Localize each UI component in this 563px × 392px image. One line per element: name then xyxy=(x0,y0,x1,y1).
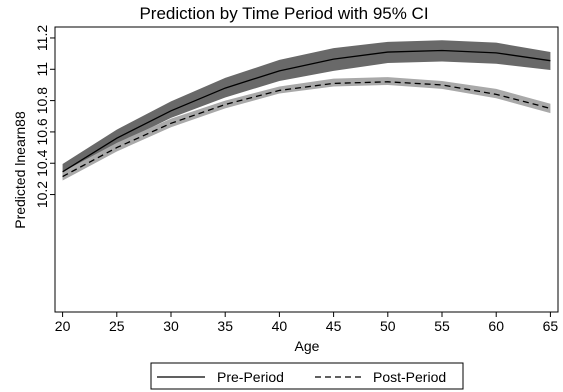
series-line-pre-period xyxy=(62,49,551,173)
ci-band-post-period xyxy=(62,77,551,181)
y-tick-label-10-6: 10.6 xyxy=(34,118,50,145)
x-tick-label-40: 40 xyxy=(272,318,288,334)
x-tick-label-30: 30 xyxy=(163,318,179,334)
y-tick-label-10-2: 10.2 xyxy=(34,181,50,208)
x-tick-label-55: 55 xyxy=(434,318,450,334)
x-tick-label-45: 45 xyxy=(326,318,342,334)
y-tick-label-11: 11 xyxy=(34,62,50,77)
chart-title: Prediction by Time Period with 95% CI xyxy=(139,4,428,23)
series-lines xyxy=(62,49,551,178)
y-tick-label-10-4: 10.4 xyxy=(34,149,50,176)
x-tick-label-60: 60 xyxy=(488,318,504,334)
y-axis: 10.2 10.4 10.6 10.8 11 11.2 xyxy=(34,25,55,208)
legend-box xyxy=(150,362,464,390)
legend-label-pre-period: Pre-Period xyxy=(217,369,284,385)
legend: Pre-Period Post-Period xyxy=(150,362,464,390)
legend-label-post-period: Post-Period xyxy=(373,369,446,385)
x-tick-label-35: 35 xyxy=(217,318,233,334)
y-tick-label-11-2: 11.2 xyxy=(34,25,50,51)
series-line-post-period xyxy=(62,81,551,178)
x-tick-label-20: 20 xyxy=(55,318,71,334)
x-tick-label-65: 65 xyxy=(543,318,559,334)
x-tick-label-25: 25 xyxy=(109,318,125,334)
x-axis: 20 25 30 35 40 45 50 55 60 65 xyxy=(55,312,559,334)
x-axis-label: Age xyxy=(295,338,320,354)
y-tick-label-10-8: 10.8 xyxy=(34,87,50,114)
x-tick-label-50: 50 xyxy=(380,318,396,334)
y-axis-label: Predicted lnearn88 xyxy=(12,111,28,229)
plot-area xyxy=(54,26,559,313)
